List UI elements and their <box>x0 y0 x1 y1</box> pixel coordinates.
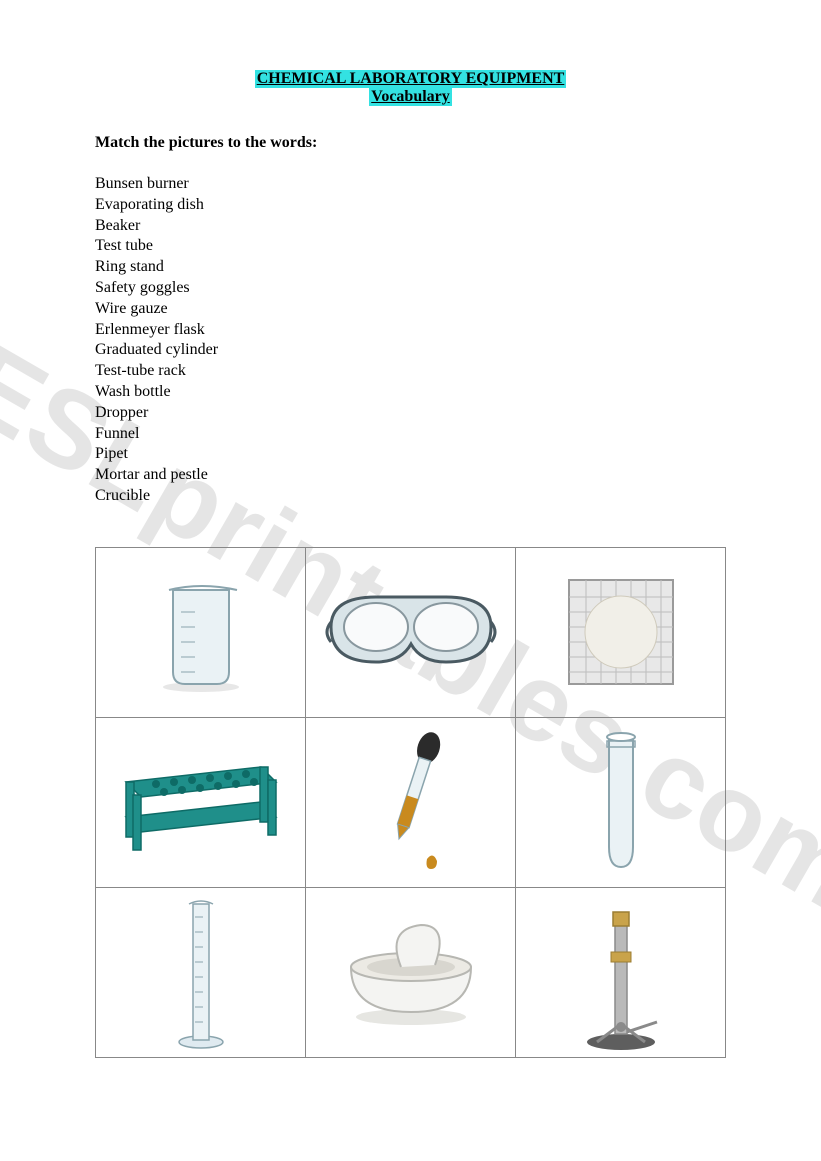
grid-cell <box>306 547 516 717</box>
vocab-item: Mortar and pestle <box>95 465 726 486</box>
vocab-item: Graduated cylinder <box>95 340 726 361</box>
vocab-item: Wire gauze <box>95 299 726 320</box>
worksheet-page: CHEMICAL LABORATORY EQUIPMENT Vocabulary… <box>0 0 821 1098</box>
vocab-item: Dropper <box>95 403 726 424</box>
vocab-item: Crucible <box>95 486 726 507</box>
vocab-item: Test tube <box>95 236 726 257</box>
vocab-item: Pipet <box>95 444 726 465</box>
vocab-item: Bunsen burner <box>95 174 726 195</box>
vocab-item: Test-tube rack <box>95 361 726 382</box>
title-block: CHEMICAL LABORATORY EQUIPMENT Vocabulary <box>95 70 726 106</box>
grid-cell <box>96 547 306 717</box>
instruction-text: Match the pictures to the words: <box>95 134 726 152</box>
grid-cell <box>96 887 306 1057</box>
dropper-icon <box>371 727 451 877</box>
vocab-item: Ring stand <box>95 257 726 278</box>
vocab-item: Erlenmeyer flask <box>95 320 726 341</box>
test-tube-rack-icon <box>116 747 286 857</box>
vocab-item: Evaporating dish <box>95 195 726 216</box>
bunsen-burner-icon <box>571 892 671 1052</box>
grid-cell <box>96 717 306 887</box>
grid-cell <box>516 887 726 1057</box>
vocab-item: Wash bottle <box>95 382 726 403</box>
grid-cell <box>516 547 726 717</box>
beaker-icon <box>151 572 251 692</box>
grid-cell <box>306 887 516 1057</box>
vocab-item: Safety goggles <box>95 278 726 299</box>
grid-cell <box>306 717 516 887</box>
grid-cell <box>516 717 726 887</box>
vocab-item: Funnel <box>95 424 726 445</box>
vocabulary-list: Bunsen burner Evaporating dish Beaker Te… <box>95 174 726 507</box>
mortar-and-pestle-icon <box>331 917 491 1027</box>
test-tube-icon <box>591 727 651 877</box>
picture-grid <box>95 547 726 1058</box>
vocab-item: Beaker <box>95 216 726 237</box>
graduated-cylinder-icon <box>171 892 231 1052</box>
title-line-1: CHEMICAL LABORATORY EQUIPMENT <box>255 70 567 88</box>
safety-goggles-icon <box>321 582 501 682</box>
title-line-2: Vocabulary <box>369 88 452 106</box>
wire-gauze-icon <box>561 572 681 692</box>
